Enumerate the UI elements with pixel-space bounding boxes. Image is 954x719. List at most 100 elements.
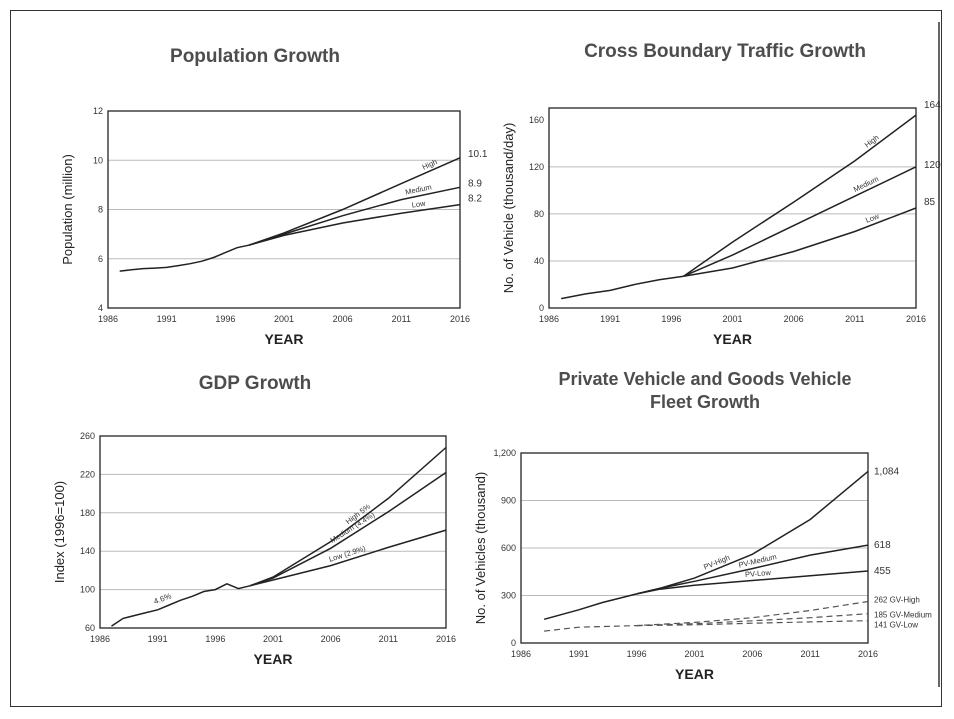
population-series-low-line: [248, 203, 461, 246]
gdp-y-tick-label: 60: [85, 623, 95, 633]
fleet-series-gv-medium-line: [636, 613, 869, 627]
fleet-y-tick-label: 1,200: [493, 448, 516, 458]
population-series-medium-line: [248, 186, 461, 246]
population-y-axis-label: Population (million): [60, 154, 75, 265]
traffic-x-tick-label: 2016: [906, 314, 926, 324]
fleet-y-tick-label: 900: [501, 496, 516, 506]
fleet-plot-area: [520, 452, 869, 644]
traffic-series-medium-end-label: 120: [924, 160, 941, 171]
traffic-y-tick-label: 80: [534, 209, 544, 219]
population-series-high-end-label: 10.1: [468, 149, 488, 160]
fleet-series-gv-high-line: [544, 600, 869, 632]
population-y-tick-label: 10: [93, 155, 103, 165]
population-series-low-end-label: 8.2: [468, 194, 482, 205]
traffic-series-medium-line: [683, 166, 917, 277]
fleet-x-tick-label: 2006: [742, 649, 762, 659]
population-y-tick-label: 4: [98, 303, 103, 313]
population-chart: 4 6 8 10 12 1986 1991 1996 2001 2006 2011 2016 YEAR P…: [60, 106, 488, 347]
fleet-x-tick-label: 2016: [858, 649, 878, 659]
fleet-series-pv-medium-end-label: 618: [874, 540, 891, 551]
gdp-historical-label: 4.6%: [152, 591, 172, 606]
fleet-x-tick-label: 1996: [627, 649, 647, 659]
traffic-series-low-line: [683, 207, 917, 277]
traffic-y-tick-label: 160: [529, 115, 544, 125]
population-x-tick-label: 2001: [274, 314, 294, 324]
fleet-x-tick-label: 2001: [684, 649, 704, 659]
traffic-plot-area: [548, 107, 917, 309]
fleet-y-tick-label: 600: [501, 543, 516, 553]
fleet-series-pv-low-line: [636, 570, 869, 595]
gdp-x-tick-label: 2016: [436, 634, 456, 644]
fleet-series-pv-high-end-label: 1,084: [874, 466, 899, 477]
traffic-series-low-end-label: 85: [924, 197, 936, 208]
fleet-series-gv-low-end-label: 141 GV-Low: [874, 621, 918, 630]
population-y-tick-label: 8: [98, 205, 103, 215]
population-chart-title: Population Growth: [170, 46, 340, 67]
traffic-x-tick-label: 2001: [722, 314, 742, 324]
traffic-x-tick-label: 2011: [845, 314, 864, 324]
gdp-y-tick-label: 260: [80, 431, 95, 441]
population-series-high-label: High: [421, 157, 439, 171]
population-y-tick-label: 6: [98, 254, 103, 264]
fleet-y-tick-label: 0: [511, 638, 516, 648]
gdp-y-tick-label: 140: [80, 546, 95, 556]
gdp-x-tick-label: 1991: [148, 634, 168, 644]
population-x-axis-label: YEAR: [265, 331, 304, 347]
gdp-series-low-line: [249, 529, 447, 587]
population-series-high-line: [248, 157, 461, 246]
population-x-tick-label: 1986: [98, 314, 118, 324]
traffic-series-high-end-label: 164: [924, 100, 941, 111]
population-plot-area: [107, 110, 461, 309]
population-x-tick-label: 1996: [215, 314, 235, 324]
fleet-series-gv-low-line: [636, 620, 869, 627]
gdp-x-axis-label: YEAR: [254, 651, 293, 667]
fleet-chart: 0 300 600 900 1,200 1986 1991 1996 2001 2006 2011 2…: [473, 448, 932, 682]
fleet-series-gv-medium-end-label: 185 GV-Medium: [874, 611, 932, 620]
population-x-tick-label: 2006: [333, 314, 353, 324]
fleet-series-pv-low-label: PV-Low: [745, 568, 772, 579]
gdp-series-medium-line: [249, 471, 447, 587]
gdp-y-tick-label: 180: [80, 508, 95, 518]
traffic-series-high-line: [683, 114, 917, 277]
fleet-series-pv-low-end-label: 455: [874, 566, 891, 577]
fleet-series-pv-high-line: [543, 470, 869, 621]
traffic-chart-title: Cross Boundary Traffic Growth: [584, 41, 866, 62]
population-x-tick-label: 2011: [392, 314, 411, 324]
traffic-x-tick-label: 2006: [784, 314, 804, 324]
fleet-x-tick-label: 2011: [800, 649, 819, 659]
traffic-y-tick-label: 120: [529, 162, 544, 172]
traffic-x-tick-label: 1996: [661, 314, 681, 324]
figure-frame: [10, 10, 942, 707]
fleet-y-axis-label: No. of Vehicles (thousand): [473, 472, 488, 624]
gdp-chart-title: GDP Growth: [198, 373, 312, 394]
gdp-x-tick-label: 2001: [263, 634, 283, 644]
gdp-y-tick-label: 100: [80, 585, 95, 595]
fleet-series-gv-high-end-label: 262 GV-High: [874, 596, 920, 605]
traffic-chart: 0 40 80 120 160 1986 1991 1996 2001 2006 2011 2016 Y…: [501, 100, 941, 347]
gdp-x-tick-label: 2006: [321, 634, 341, 644]
gdp-x-tick-label: 1996: [205, 634, 225, 644]
population-series-low-label: Low: [411, 199, 427, 210]
fleet-x-tick-label: 1986: [511, 649, 531, 659]
population-x-tick-label: 2016: [450, 314, 470, 324]
traffic-historical-line: [561, 275, 684, 300]
fleet-y-tick-label: 300: [501, 591, 516, 601]
traffic-y-axis-label: No. of Vehicle (thousand/day): [501, 123, 516, 294]
population-y-tick-label: 12: [93, 106, 103, 116]
traffic-x-axis-label: YEAR: [713, 331, 752, 347]
fleet-chart-title: Private Vehicle and Goods Vehicle Fleet …: [558, 369, 852, 412]
fleet-x-axis-label: YEAR: [675, 666, 714, 682]
gdp-x-tick-label: 2011: [379, 634, 398, 644]
fleet-x-tick-label: 1991: [569, 649, 589, 659]
gdp-y-tick-label: 220: [80, 469, 95, 479]
population-historical-line: [119, 244, 249, 272]
traffic-x-tick-label: 1986: [539, 314, 559, 324]
gdp-y-axis-label: Index (1996=100): [52, 481, 67, 583]
population-series-medium-end-label: 8.9: [468, 178, 482, 189]
gdp-plot-area: [99, 435, 447, 629]
traffic-y-tick-label: 0: [539, 303, 544, 313]
page-divider: [938, 22, 940, 687]
traffic-y-tick-label: 40: [534, 256, 544, 266]
traffic-series-high-label: High: [863, 133, 881, 149]
